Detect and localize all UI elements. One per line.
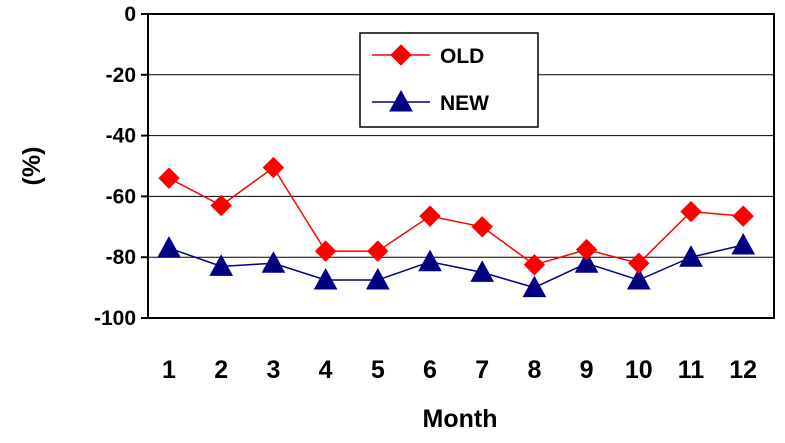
y-tick-label: -100 xyxy=(94,307,136,330)
data-point xyxy=(470,260,495,282)
x-axis-title: Month xyxy=(423,405,498,433)
data-point xyxy=(471,216,493,238)
x-axis: 1 2 3 4 5 6 7 8 9 10 11 12 xyxy=(162,356,757,384)
data-point xyxy=(679,245,703,267)
series-old xyxy=(158,156,754,276)
series-new xyxy=(157,233,756,298)
series-line xyxy=(168,244,744,289)
series-line xyxy=(168,166,744,266)
data-point xyxy=(418,249,442,272)
legend-entry-new: NEW xyxy=(372,89,489,115)
x-tick-label: 1 xyxy=(162,356,176,384)
data-point xyxy=(419,205,441,227)
data-point xyxy=(574,251,599,273)
data-point xyxy=(628,252,650,274)
data-point xyxy=(523,254,546,276)
legend-label: OLD xyxy=(440,45,484,68)
y-tick-label: -20 xyxy=(106,64,136,87)
y-tick-label: 0 xyxy=(124,3,136,26)
y-tick-label: -40 xyxy=(106,125,136,148)
data-point xyxy=(157,236,181,258)
x-tick-label: 5 xyxy=(371,356,385,384)
data-point xyxy=(367,240,389,262)
data-point xyxy=(261,251,286,273)
y-tick-label: -80 xyxy=(106,246,136,269)
y-axis-title: (%) xyxy=(18,147,46,186)
data-point xyxy=(680,200,702,223)
x-tick-label: 7 xyxy=(475,356,489,384)
x-tick-label: 6 xyxy=(423,356,437,384)
data-point xyxy=(575,238,598,261)
legend-marker xyxy=(390,44,412,66)
legend: OLD NEW xyxy=(359,32,539,128)
data-point xyxy=(158,167,180,189)
data-point xyxy=(365,267,390,290)
x-tick-label: 10 xyxy=(625,356,653,384)
x-tick-label: 3 xyxy=(266,356,280,384)
data-point xyxy=(626,267,651,290)
data-point xyxy=(522,275,547,298)
x-tick-label: 12 xyxy=(729,356,757,384)
plot-area xyxy=(147,13,775,319)
legend-label: NEW xyxy=(440,92,489,115)
data-point xyxy=(209,254,234,276)
data-point xyxy=(210,194,232,217)
x-tick-label: 11 xyxy=(678,356,705,384)
y-tick-label: -60 xyxy=(106,185,136,208)
legend-marker xyxy=(389,89,413,112)
data-point xyxy=(732,205,754,227)
data-point xyxy=(313,267,338,290)
x-tick-label: 2 xyxy=(214,356,228,384)
legend-entry-old: OLD xyxy=(372,44,484,68)
series-layer xyxy=(157,156,756,298)
y-axis: 0 -20 -40 -60 -80 -100 xyxy=(94,3,148,330)
data-point xyxy=(731,233,756,255)
data-point xyxy=(262,156,285,179)
x-tick-label: 8 xyxy=(527,356,541,384)
data-point xyxy=(314,240,337,262)
x-tick-label: 9 xyxy=(580,356,594,384)
x-tick-label: 4 xyxy=(319,356,333,384)
